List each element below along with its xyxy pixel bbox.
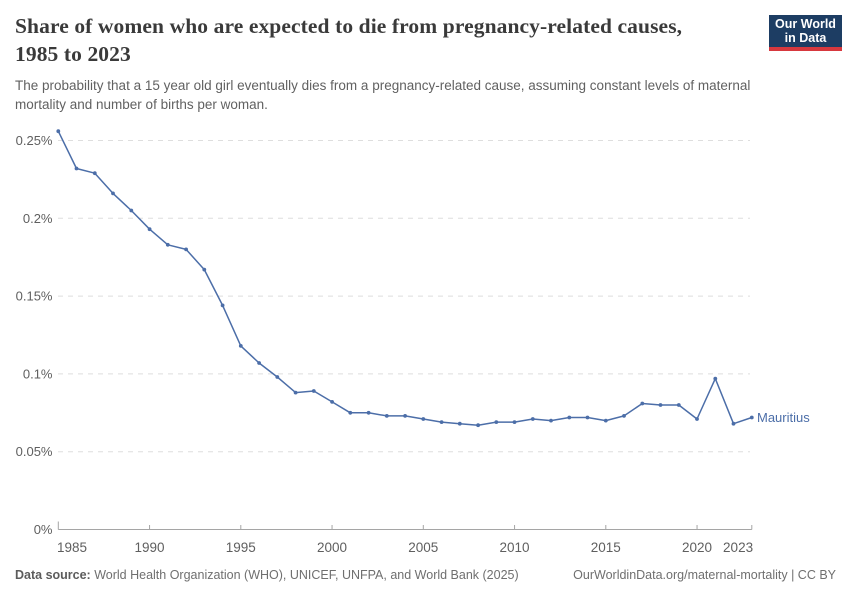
svg-text:0.1%: 0.1% bbox=[23, 366, 53, 381]
svg-text:2005: 2005 bbox=[408, 540, 438, 555]
svg-text:1985: 1985 bbox=[57, 540, 87, 555]
svg-text:2015: 2015 bbox=[591, 540, 621, 555]
svg-text:1995: 1995 bbox=[226, 540, 256, 555]
owid-logo-line1: Our World bbox=[775, 17, 836, 31]
svg-text:2000: 2000 bbox=[317, 540, 347, 555]
svg-text:0.25%: 0.25% bbox=[16, 133, 53, 148]
svg-text:0.15%: 0.15% bbox=[16, 289, 53, 304]
svg-text:2020: 2020 bbox=[682, 540, 712, 555]
footer-link[interactable]: OurWorldinData.org/maternal-mortality | … bbox=[573, 568, 836, 582]
svg-text:2010: 2010 bbox=[500, 540, 530, 555]
svg-text:0.2%: 0.2% bbox=[23, 211, 53, 226]
owid-logo[interactable]: Our World in Data bbox=[769, 15, 842, 51]
svg-text:0.05%: 0.05% bbox=[16, 444, 53, 459]
svg-text:1990: 1990 bbox=[135, 540, 165, 555]
line-chart[interactable]: 0% 0.05% 0.1% 0.15% 0.2% 0.25% 1985 1990 1995 200… bbox=[0, 115, 850, 560]
data-source-text: World Health Organization (WHO), UNICEF,… bbox=[90, 568, 519, 582]
data-source: Data source: World Health Organization (… bbox=[15, 568, 519, 582]
svg-text:2023: 2023 bbox=[723, 540, 753, 555]
data-source-label: Data source: bbox=[15, 568, 91, 582]
owid-logo-line2: in Data bbox=[784, 30, 827, 45]
chart-subtitle: The probability that a 15 year old girl … bbox=[15, 78, 751, 112]
chart-title: Share of women who are expected to die f… bbox=[15, 14, 683, 66]
series-label-mauritius[interactable]: Mauritius bbox=[757, 410, 810, 425]
svg-text:0%: 0% bbox=[34, 522, 53, 537]
